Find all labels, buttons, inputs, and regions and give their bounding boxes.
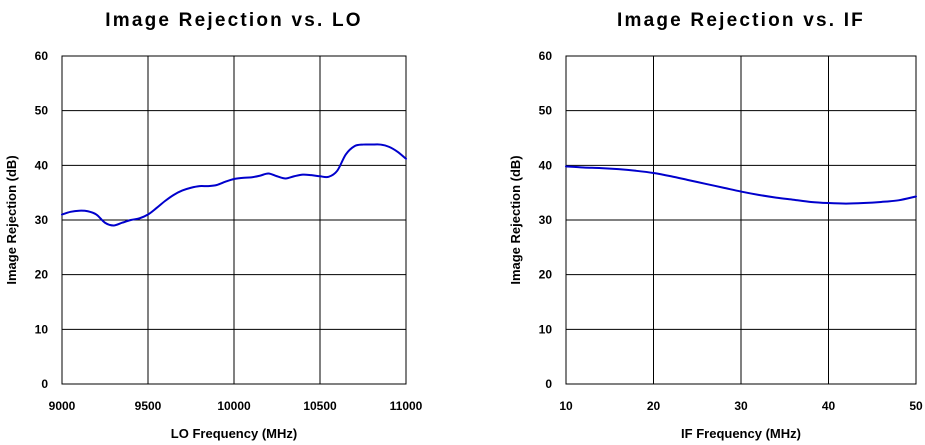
if-x-tick-label: 20: [647, 399, 661, 413]
lo-y-tick-label: 40: [35, 158, 49, 172]
if-y-tick-label: 10: [539, 322, 553, 336]
lo-series-line: [61, 143, 407, 227]
if-chart: Image Rejection vs. IF 10 20 30 40 50 0 10 20 30 4…: [508, 10, 923, 441]
lo-x-tick-label: 9000: [49, 399, 76, 413]
lo-plot-frame: [61, 55, 407, 385]
lo-x-tick-label: 9500: [135, 399, 162, 413]
lo-x-tick-label: 10500: [303, 399, 337, 413]
lo-y-tick-label: 50: [35, 104, 49, 118]
if-y-tick-label: 20: [539, 268, 553, 282]
if-x-tick-label: 50: [909, 399, 923, 413]
lo-y-tick-label: 30: [35, 213, 49, 227]
if-y-tick-label: 30: [539, 213, 553, 227]
lo-chart-title: Image Rejection vs. LO: [105, 10, 362, 31]
if-y-tick-label: 60: [539, 49, 553, 63]
if-chart-title: Image Rejection vs. IF: [617, 10, 865, 31]
lo-y-axis-label: Image Rejection (dB): [4, 155, 19, 284]
if-series-line: [565, 165, 917, 205]
if-y-axis-label: Image Rejection (dB): [508, 155, 523, 284]
if-x-axis-label: IF Frequency (MHz): [681, 426, 801, 441]
if-y-tick-label: 40: [539, 158, 553, 172]
if-x-tick-label: 10: [559, 399, 573, 413]
lo-x-tick-label: 11000: [390, 399, 423, 413]
lo-y-tick-label: 0: [41, 377, 48, 391]
if-x-tick-label: 30: [734, 399, 748, 413]
if-plot-frame: [565, 55, 917, 385]
if-y-tick-label: 0: [545, 377, 552, 391]
lo-y-tick-label: 60: [35, 49, 49, 63]
if-y-tick-label: 50: [539, 104, 553, 118]
lo-x-tick-label: 10000: [217, 399, 251, 413]
if-x-tick-label: 40: [822, 399, 836, 413]
lo-x-axis-label: LO Frequency (MHz): [171, 426, 297, 441]
lo-y-tick-label: 10: [35, 322, 49, 336]
lo-y-tick-label: 20: [35, 268, 49, 282]
